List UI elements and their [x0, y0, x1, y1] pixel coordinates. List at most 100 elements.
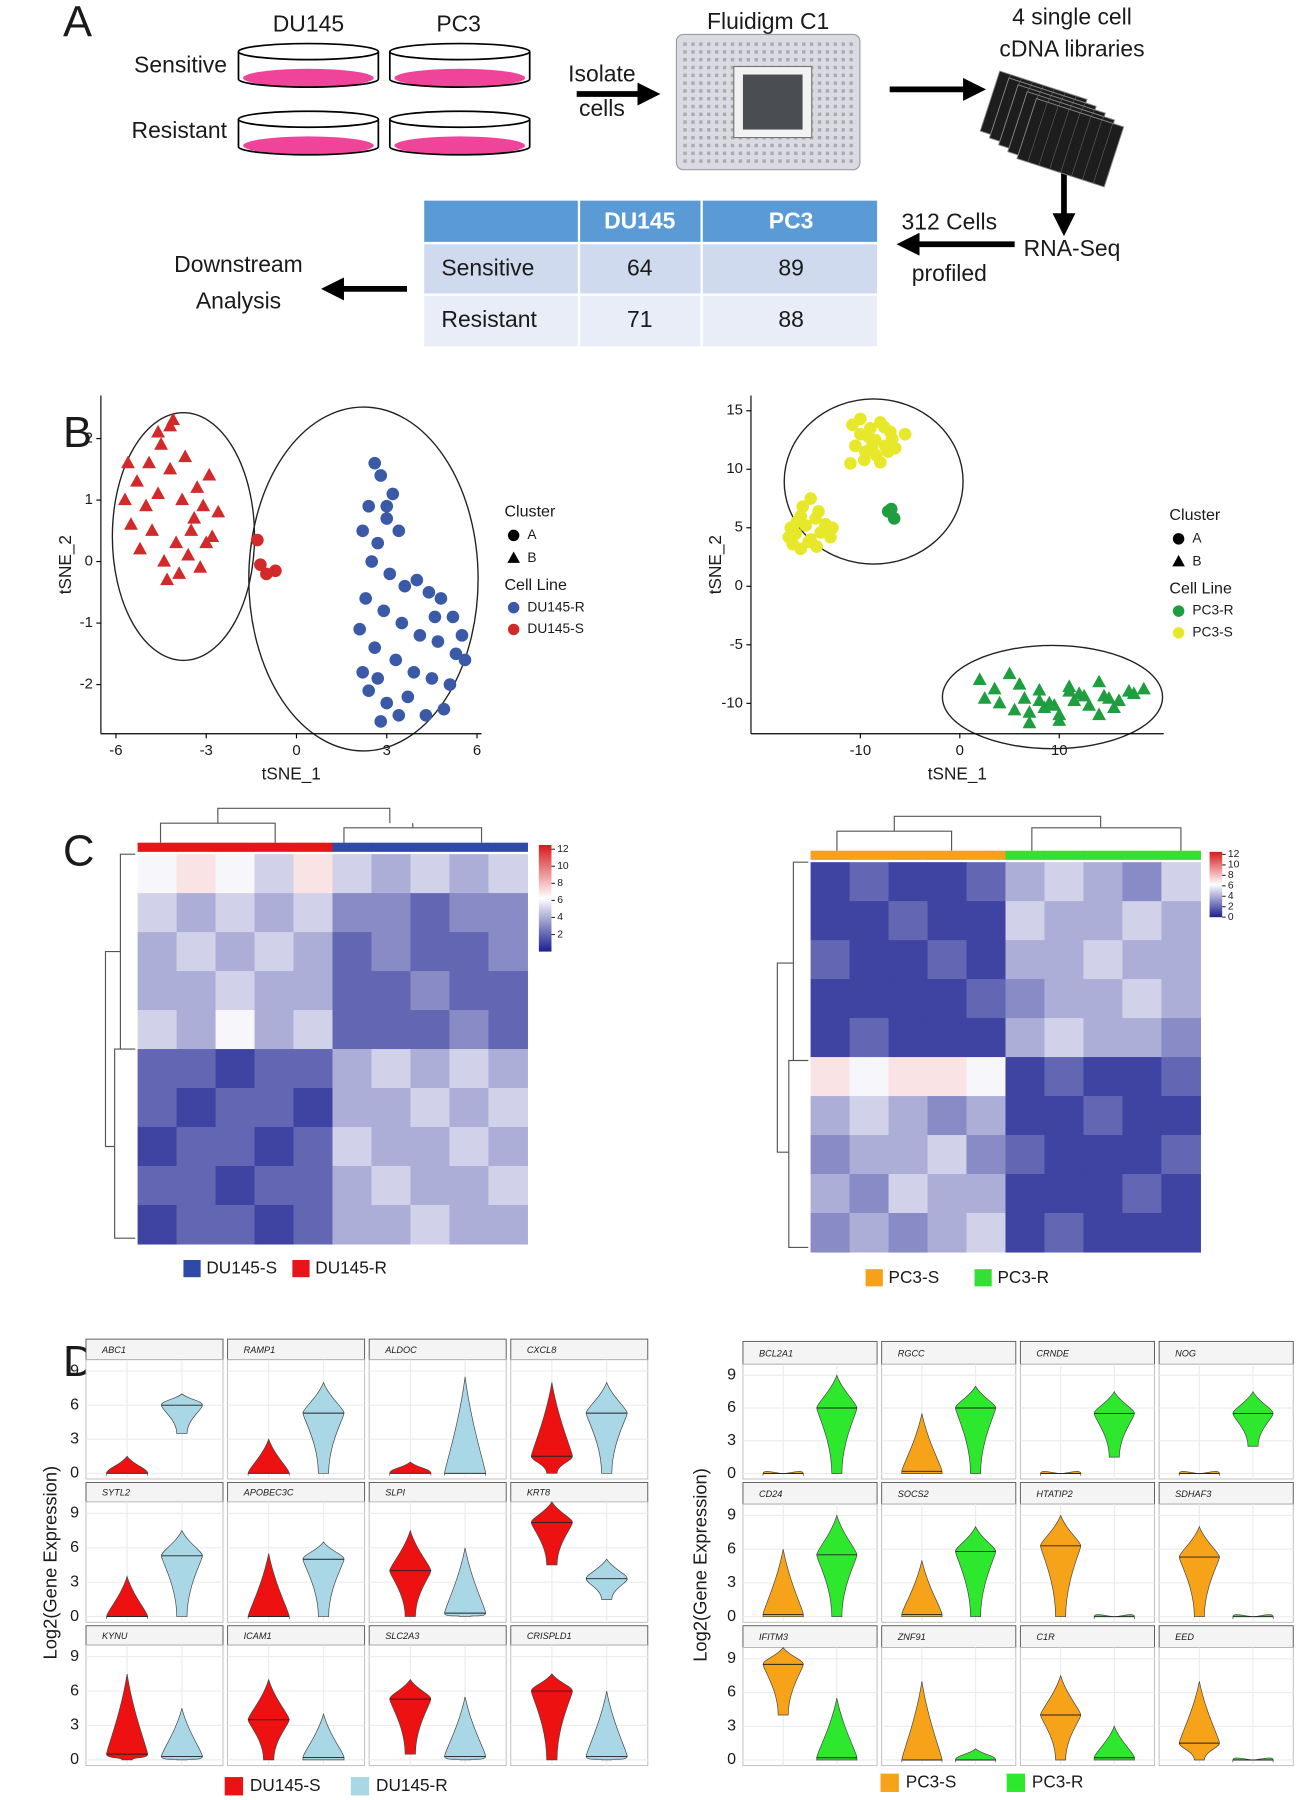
- point: [133, 541, 147, 555]
- point: [428, 610, 442, 624]
- legend-label: PC3-R: [997, 1267, 1049, 1287]
- colorbar-label: 12: [1228, 849, 1240, 860]
- heat-cell: [293, 1049, 334, 1089]
- chip-well: [849, 81, 853, 85]
- chip-well: [817, 58, 822, 62]
- heat-cell: [966, 862, 1007, 902]
- legend-label: B: [1192, 553, 1201, 568]
- point: [1082, 698, 1097, 711]
- x-tick-label: 10: [1051, 743, 1068, 759]
- heat-cell: [888, 1018, 929, 1058]
- chip-well: [786, 58, 790, 62]
- chip-well: [817, 104, 822, 109]
- x-axis-label: tSNE_1: [262, 764, 321, 784]
- heat-cell: [1083, 1057, 1124, 1097]
- violin: [762, 1549, 804, 1618]
- point: [858, 453, 871, 467]
- facet-panel: [368, 1501, 507, 1623]
- heat-cell: [810, 1174, 851, 1214]
- heat-cell: [254, 893, 295, 933]
- chip-well: [730, 120, 735, 124]
- heat-cell: [371, 1204, 412, 1245]
- chip-well: [778, 50, 782, 54]
- heat-cell: [254, 1049, 295, 1089]
- heat-cell: [293, 932, 334, 972]
- chip-well: [841, 104, 845, 109]
- library-plate: [1016, 98, 1125, 188]
- legend-label: PC3-R: [1032, 1771, 1084, 1791]
- heat-cell: [849, 1018, 890, 1058]
- violin: [585, 1691, 628, 1761]
- heat-cell: [137, 932, 178, 972]
- point: [877, 420, 891, 434]
- heat-cell: [888, 1057, 929, 1097]
- point: [1052, 713, 1067, 726]
- chip-well: [817, 151, 822, 156]
- heat-cell: [371, 893, 412, 933]
- x-tick-label: 0: [956, 743, 964, 759]
- heat-cell: [215, 854, 256, 894]
- heat-cell: [488, 1204, 528, 1245]
- y-tick-label: 0: [70, 1464, 79, 1482]
- chip-well: [817, 96, 822, 101]
- point: [184, 523, 199, 536]
- heat-cell: [293, 1010, 334, 1050]
- legend-symbol: [507, 551, 520, 563]
- point: [1017, 691, 1032, 704]
- colorbar-label: 6: [1228, 881, 1234, 892]
- group-bar: [332, 842, 373, 852]
- chip-well: [722, 120, 727, 124]
- chip-well: [691, 135, 695, 140]
- legend-label: PC3-R: [1192, 603, 1233, 618]
- point: [359, 592, 372, 605]
- legend-swatch: [865, 1269, 883, 1287]
- chip-well: [817, 159, 822, 163]
- chip-well: [809, 151, 814, 156]
- y-tick-label: 0: [735, 578, 743, 594]
- heat-cell: [1083, 1174, 1124, 1214]
- heat-cell: [293, 854, 334, 894]
- dendrograms: [104, 807, 1182, 1248]
- point: [356, 665, 369, 679]
- legend-swatch: [1006, 1773, 1025, 1792]
- chip-well: [722, 42, 727, 46]
- heat-cell: [1161, 1174, 1201, 1214]
- heat-cell: [215, 893, 256, 933]
- y-tick-label: 5: [735, 520, 743, 536]
- chip-well: [809, 159, 814, 163]
- chip-well: [833, 135, 838, 140]
- chip-well: [746, 143, 751, 148]
- heat-cell: [293, 1088, 334, 1128]
- heat-cell: [332, 971, 373, 1011]
- point: [145, 523, 159, 536]
- point: [413, 629, 427, 642]
- heat-cell: [1122, 940, 1162, 980]
- chip-well: [722, 58, 727, 62]
- facet-title: RAMP1: [244, 1345, 276, 1355]
- chip-well: [833, 58, 838, 62]
- table-header: [424, 200, 878, 244]
- chip-well: [691, 73, 695, 78]
- chip-well: [746, 151, 751, 156]
- heat-cell: [810, 1212, 851, 1253]
- facet-panel: [1158, 1647, 1294, 1767]
- heat-cell: [215, 1088, 256, 1128]
- chip-well: [809, 42, 814, 46]
- y-tick-label: 10: [726, 461, 743, 477]
- chip-well: [722, 81, 727, 85]
- facet-panel: [1158, 1363, 1294, 1480]
- violin: [444, 1547, 486, 1617]
- heat-cell: [371, 1127, 412, 1167]
- chip-well: [699, 65, 703, 70]
- chip-well: [707, 159, 711, 163]
- step-label: profiled: [912, 260, 987, 286]
- chip-well: [762, 151, 766, 156]
- chip-well: [691, 81, 695, 85]
- point: [356, 524, 369, 538]
- x-tick-label: -10: [850, 743, 872, 759]
- y-tick-label: -2: [80, 677, 93, 693]
- violin: [816, 1698, 858, 1761]
- chip-well: [730, 58, 735, 62]
- point: [898, 427, 912, 441]
- chip-well: [714, 135, 719, 140]
